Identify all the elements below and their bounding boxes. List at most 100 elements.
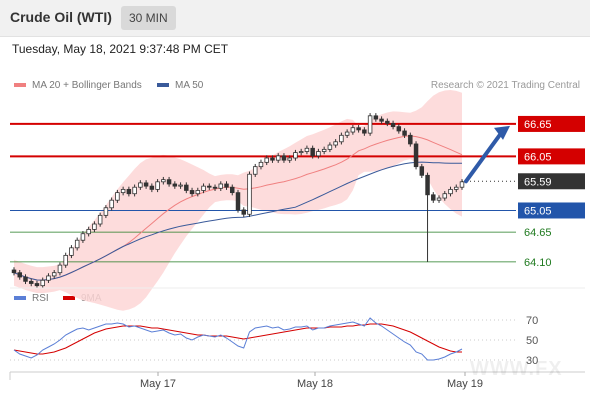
candle [178, 182, 183, 189]
candle-body [172, 183, 178, 187]
level-label-4: 64.65 [524, 227, 552, 239]
candle-body [74, 239, 80, 249]
legend-ma20-bb: MA 20 + Bollinger Bands [14, 80, 142, 91]
rsi-tick-label: 30 [526, 355, 538, 367]
candle [241, 207, 246, 217]
legend-9ma-swatch [63, 296, 75, 301]
candle-body [448, 188, 453, 195]
candle-body [442, 193, 448, 199]
candle [46, 273, 51, 283]
research-credit: Research © 2021 Trading Central [430, 80, 580, 91]
candle [425, 172, 430, 262]
legend-ma20-label: MA 20 + Bollinger Bands [32, 80, 142, 91]
candle-body [149, 185, 155, 190]
candle-body [252, 166, 258, 175]
candle-body [362, 129, 367, 134]
candle-body [224, 183, 229, 188]
candle [350, 125, 356, 135]
candle-body [161, 179, 166, 183]
candle [207, 183, 212, 190]
forecast-arrow-head [494, 125, 510, 140]
candle [408, 132, 413, 147]
candle-body [230, 186, 235, 194]
candle [120, 186, 126, 196]
level-box-1 [518, 148, 585, 165]
candle-body [126, 188, 132, 195]
candle [327, 142, 333, 153]
candle-body [155, 181, 160, 190]
candle [436, 195, 442, 203]
candle-body [218, 183, 224, 189]
candle-body [166, 179, 172, 185]
candle [448, 186, 453, 197]
legend-ma20-swatch [14, 83, 26, 88]
candle [252, 163, 258, 177]
candle-body [40, 279, 45, 287]
candle-body [408, 134, 413, 145]
candle-body [344, 131, 350, 136]
rsi-tick-label: 70 [526, 315, 538, 327]
rsi-line [13, 317, 463, 361]
candle-body [184, 184, 189, 191]
candle [103, 205, 109, 219]
candle-body [298, 151, 304, 154]
candle [316, 148, 321, 159]
candle [97, 212, 103, 227]
candle [23, 274, 28, 285]
candle [172, 181, 178, 189]
candle [419, 163, 425, 179]
x-tick-label: May 19 [447, 378, 483, 390]
candle-body [425, 174, 430, 196]
level-label-5: 64.10 [524, 257, 552, 269]
candle [454, 184, 459, 193]
x-tick-label: May 18 [297, 378, 333, 390]
watermark: WWW.FX [470, 358, 563, 380]
candle-body [396, 126, 402, 132]
candle-body [454, 186, 459, 190]
candle-body [310, 147, 315, 157]
candle [74, 237, 80, 251]
candle [40, 277, 45, 289]
candle [281, 153, 287, 163]
candle [51, 269, 57, 279]
candle-body [212, 186, 218, 189]
legend-rsi: RSI [14, 293, 49, 304]
candle [333, 139, 338, 148]
timeframe-button[interactable]: 30 MIN [121, 6, 176, 30]
candle-body [321, 148, 327, 152]
legend-ma50: MA 50 [157, 80, 203, 91]
candle-body [436, 197, 442, 201]
candle [431, 192, 436, 203]
candle-body [270, 157, 275, 161]
candle-body [241, 209, 246, 215]
candle [166, 176, 172, 187]
candle [138, 180, 143, 190]
candle-body [287, 157, 292, 161]
candle-body [431, 194, 436, 201]
candle [109, 197, 114, 211]
candle-body [17, 272, 22, 278]
candle [69, 245, 74, 259]
candle-body [258, 161, 264, 168]
candle-body [390, 122, 396, 128]
candle [270, 155, 275, 163]
candle-body [132, 186, 137, 195]
candle-body [178, 184, 183, 187]
instrument-title: Crude Oil (WTI) [10, 9, 112, 25]
rsi-ma9-line [13, 323, 462, 355]
candle [155, 179, 160, 193]
candle-body [28, 280, 34, 284]
candle-body [189, 190, 195, 195]
candle-body [201, 185, 206, 191]
candle-body [57, 264, 63, 274]
candle [86, 226, 91, 237]
candle [189, 187, 195, 197]
legend-ma50-label: MA 50 [175, 80, 204, 91]
candle [356, 125, 361, 133]
candle-body [316, 151, 321, 157]
candle [57, 262, 63, 276]
candle-body [350, 127, 356, 133]
candle-body [92, 223, 97, 230]
legend-ma50-swatch [157, 83, 169, 88]
candle-body [293, 152, 298, 159]
